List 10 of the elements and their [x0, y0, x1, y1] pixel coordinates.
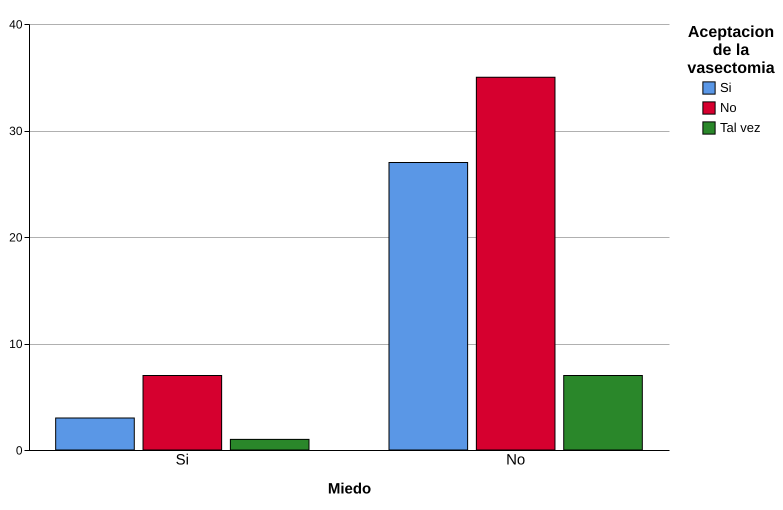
y-tick-label: 30	[9, 124, 23, 138]
y-tick-label: 20	[9, 230, 23, 244]
x-axis-title: Miedo	[328, 480, 372, 498]
legend-label: No	[720, 100, 737, 115]
y-tick-label: 0	[16, 444, 23, 458]
y-tick-label: 10	[9, 337, 23, 351]
legend-label: Tal vez	[720, 120, 760, 135]
legend-title: Aceptacion de la vasectomia	[687, 24, 775, 77]
y-tick-label: 40	[9, 18, 23, 32]
legend-label: Si	[720, 80, 732, 95]
